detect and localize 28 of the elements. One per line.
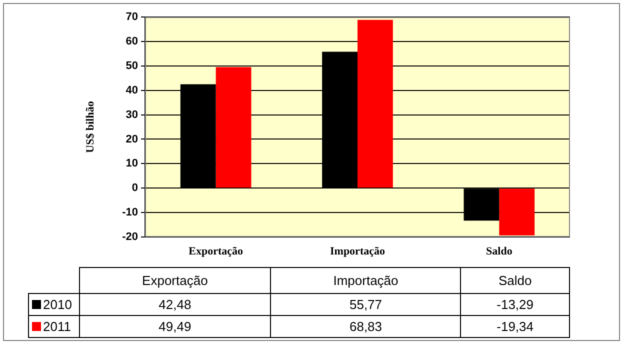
y-tick-label: 30	[126, 108, 138, 121]
bar	[499, 188, 535, 236]
y-tick-label: 60	[126, 35, 138, 48]
x-tick-label: Exportação	[188, 245, 244, 258]
data-label: 49,49	[79, 316, 271, 338]
y-tick-label: -10	[122, 206, 138, 219]
data-label: -13,29	[460, 294, 570, 316]
x-tick-label: Importação	[330, 245, 386, 258]
category-label: Saldo	[498, 273, 532, 288]
legend-label: 2011	[43, 319, 71, 334]
y-tick-label: 70	[126, 11, 138, 24]
data-label: 42,48	[79, 294, 271, 316]
y-tick-label: -20	[122, 231, 138, 244]
y-tick-label: 10	[126, 158, 138, 170]
y-tick-label: 50	[126, 60, 138, 72]
data-label: 68,83	[270, 316, 461, 338]
y-tick-label: 0	[132, 182, 138, 194]
x-tick-label: Saldo	[486, 245, 513, 258]
y-tick-label: 20	[126, 133, 138, 146]
data-label: 55,77	[270, 294, 461, 316]
y-tick-label: 40	[126, 84, 138, 96]
legend-label: 2010	[43, 297, 72, 312]
y-axis-title: US$ bilhão	[84, 100, 96, 153]
category-label: Exportação	[142, 273, 208, 288]
data-label: -19,34	[460, 316, 570, 338]
category-label: Importação	[333, 273, 398, 288]
bar	[216, 67, 252, 188]
bar	[358, 20, 393, 188]
